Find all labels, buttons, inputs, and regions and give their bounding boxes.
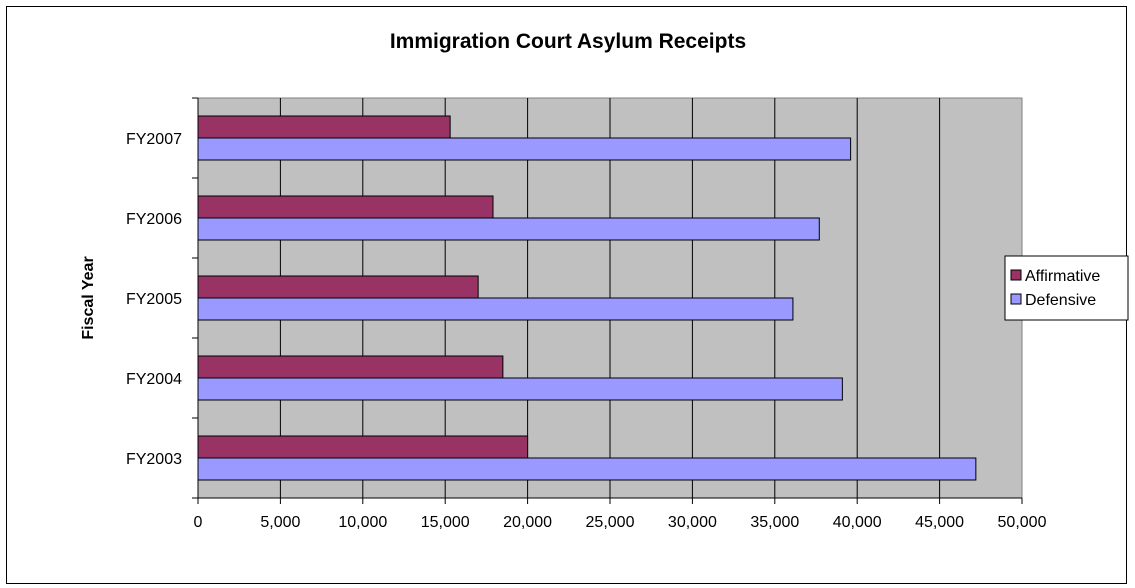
x-tick-label: 20,000 (503, 514, 552, 531)
legend-box (1004, 255, 1129, 321)
x-tick-label: 10,000 (338, 514, 387, 531)
x-tick-labels: 0 5,000 10,000 15,000 20,000 25,000 30,000 35,0… (194, 514, 1047, 531)
y-tick-label: FY2005 (126, 291, 182, 308)
bar-affirmative-fy2003 (197, 435, 529, 459)
y-tick-labels: FY2003 FY2004 FY2005 FY2006 FY2007 (126, 131, 182, 468)
bar-affirmative-fy2007 (197, 115, 451, 139)
y-tick-label: FY2006 (126, 211, 182, 228)
x-tick-label: 50,000 (998, 514, 1047, 531)
y-axis-label: Fiscal Year (80, 256, 97, 339)
y-tick-label: FY2003 (126, 451, 182, 468)
x-tick-label: 5,000 (260, 514, 300, 531)
y-tick-label: FY2007 (126, 131, 182, 148)
bar-affirmative-fy2006 (197, 195, 494, 219)
legend-label-affirmative: Affirmative (1025, 268, 1100, 285)
axes (192, 97, 1023, 504)
bars (197, 115, 977, 481)
bar-affirmative-fy2005 (197, 275, 479, 299)
x-tick-label: 0 (194, 514, 203, 531)
x-tick-label: 25,000 (586, 514, 635, 531)
chart-title: Immigration Court Asylum Receipts (390, 30, 746, 53)
bar-defensive-fy2007 (197, 137, 852, 161)
bar-defensive-fy2006 (197, 217, 820, 241)
bar-defensive-fy2004 (197, 377, 843, 401)
legend-swatch-affirmative (1010, 269, 1022, 281)
legend-swatch-defensive (1010, 293, 1022, 305)
y-tick-label: FY2004 (126, 371, 182, 388)
x-tick-label: 40,000 (833, 514, 882, 531)
x-tick-label: 30,000 (668, 514, 717, 531)
x-tick-label: 35,000 (750, 514, 799, 531)
legend: Affirmative Defensive (1004, 255, 1129, 321)
bar-defensive-fy2003 (197, 457, 977, 481)
legend-label-defensive: Defensive (1025, 292, 1096, 309)
x-tick-label: 45,000 (915, 514, 964, 531)
bar-defensive-fy2005 (197, 297, 794, 321)
bar-affirmative-fy2004 (197, 355, 504, 379)
x-tick-label: 15,000 (421, 514, 470, 531)
